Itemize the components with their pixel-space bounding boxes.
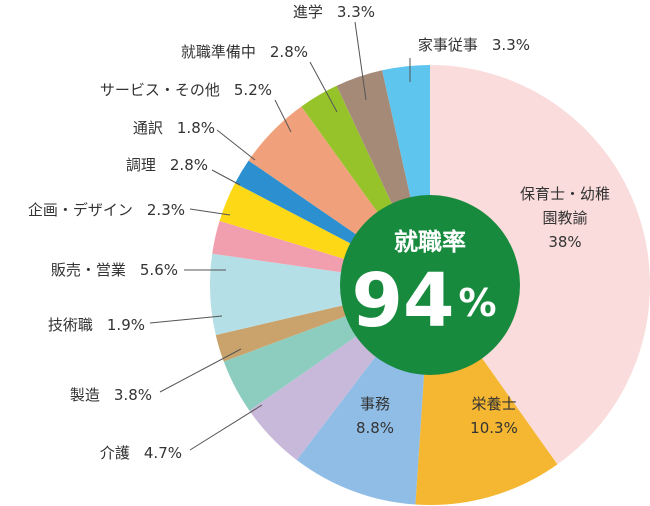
slice-label: 介護 4.7% [100,444,182,462]
value-label: 10.3% [470,419,518,437]
slice-label: 製造 3.8% [70,386,152,404]
leader-line [159,348,242,393]
leader-line [216,129,256,161]
leader-line [354,21,367,101]
slice-label: 保育士・幼稚園教諭 38% [519,182,611,254]
slice [430,65,650,465]
category-label: 介護 [100,444,130,462]
category-label: 調理 [126,156,156,174]
category-label: 企画・デザイン [28,201,133,219]
center-unit: % [458,281,496,325]
slice-label: 技術職 1.9% [48,316,145,334]
center-circle [340,195,520,375]
slice-label-box: 事務 8.8% [335,392,415,440]
category-label: 栄養士 [471,395,517,413]
value-label: 3.3% [337,3,375,21]
center-value: 94% [351,258,496,344]
value-label: 1.9% [107,316,145,334]
slice-label: 栄養士 10.3% [454,392,534,440]
value-label: 2.8% [170,156,208,174]
value-label: 4.7% [144,444,182,462]
leader-line [189,208,231,216]
category-label: 就職準備中 [181,43,256,61]
category-label: 販売・営業 [51,261,126,279]
center-number: 94 [351,258,454,344]
slice-label: 販売・営業 5.6% [51,261,178,279]
value-label: 3.3% [492,36,530,54]
leader-line [189,404,263,451]
value-label: 38% [548,233,582,251]
slice [210,253,430,335]
category-label: 通訳 [133,119,163,137]
slice-label: 調理 2.8% [126,156,208,174]
category-label: 製造 [70,386,100,404]
value-label: 2.3% [147,201,185,219]
value-label: 8.8% [355,419,395,437]
leader-line [309,61,338,113]
value-label: 5.2% [234,81,272,99]
category-label: 保育士・幼稚園教諭 [519,185,610,227]
leader-line [274,99,292,133]
slice-label-box: 栄養士 10.3% [454,392,534,440]
value-label: 3.8% [114,386,152,404]
category-label: 進学 [293,3,323,21]
leader-line [149,315,223,324]
slice-label: 進学 3.3% [293,3,375,21]
category-label: サービス・その他 [100,81,220,99]
value-label: 2.8% [270,43,308,61]
slice-label: 家事従事 3.3% [418,36,530,54]
slice-label: 事務 8.8% [335,392,415,440]
center-title: 就職率 [394,228,466,256]
category-label: 家事従事 [418,36,478,54]
slice-label: 企画・デザイン 2.3% [28,201,185,219]
category-label: 技術職 [48,316,93,334]
category-label: 事務 [359,395,390,413]
value-label: 5.6% [140,261,178,279]
slice-label: 通訳 1.8% [133,119,215,137]
slice-label: 就職準備中 2.8% [181,43,308,61]
slice-label-box: 保育士・幼稚園教諭 38% [519,182,611,254]
leader-line [211,169,241,186]
slice-label: サービス・その他 5.2% [100,81,272,99]
value-label: 1.8% [177,119,215,137]
